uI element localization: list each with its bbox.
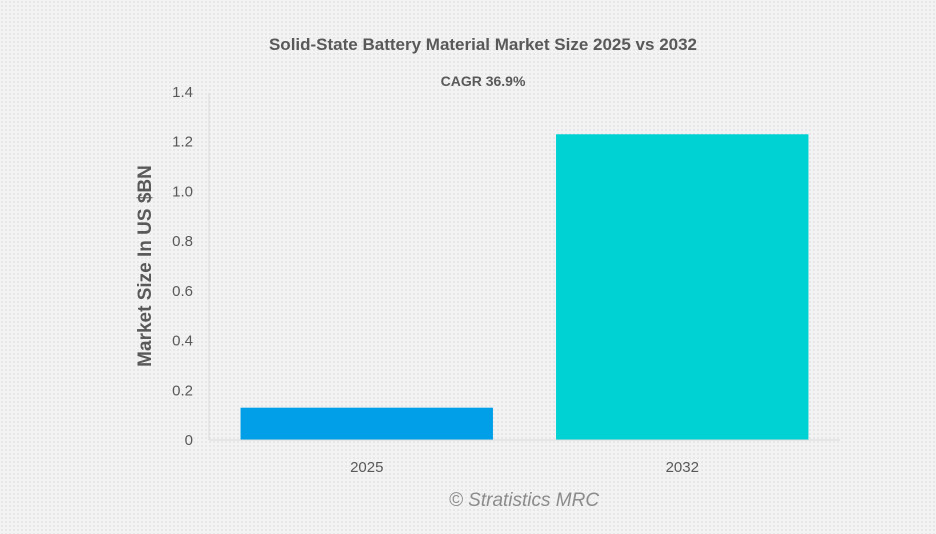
y-axis-label: Market Size In US $BN bbox=[135, 165, 156, 367]
chart-title: Solid-State Battery Material Market Size… bbox=[269, 35, 697, 54]
y-tick-label: 0.8 bbox=[172, 233, 193, 250]
y-tick-label: 1.4 bbox=[172, 84, 193, 101]
x-tick-label: 2032 bbox=[666, 459, 699, 476]
y-tick-label: 0.2 bbox=[172, 382, 193, 399]
y-tick-label: 1.0 bbox=[172, 183, 193, 200]
bar-2025 bbox=[240, 407, 493, 440]
bars bbox=[240, 134, 809, 440]
chart-subtitle: CAGR 36.9% bbox=[441, 73, 526, 89]
y-tick-label: 1.2 bbox=[172, 134, 193, 151]
x-axis-ticks: 2025 2032 bbox=[350, 459, 699, 476]
y-tick-label: 0.6 bbox=[172, 283, 193, 300]
y-tick-label: 0 bbox=[185, 432, 193, 449]
x-tick-label: 2025 bbox=[350, 459, 383, 476]
y-axis-ticks: 0 0.2 0.4 0.6 0.8 1.0 1.2 1.4 bbox=[172, 84, 193, 449]
watermark: © Stratistics MRC bbox=[449, 490, 599, 511]
y-tick-label: 0.4 bbox=[172, 333, 193, 350]
bar-2032 bbox=[556, 134, 809, 440]
